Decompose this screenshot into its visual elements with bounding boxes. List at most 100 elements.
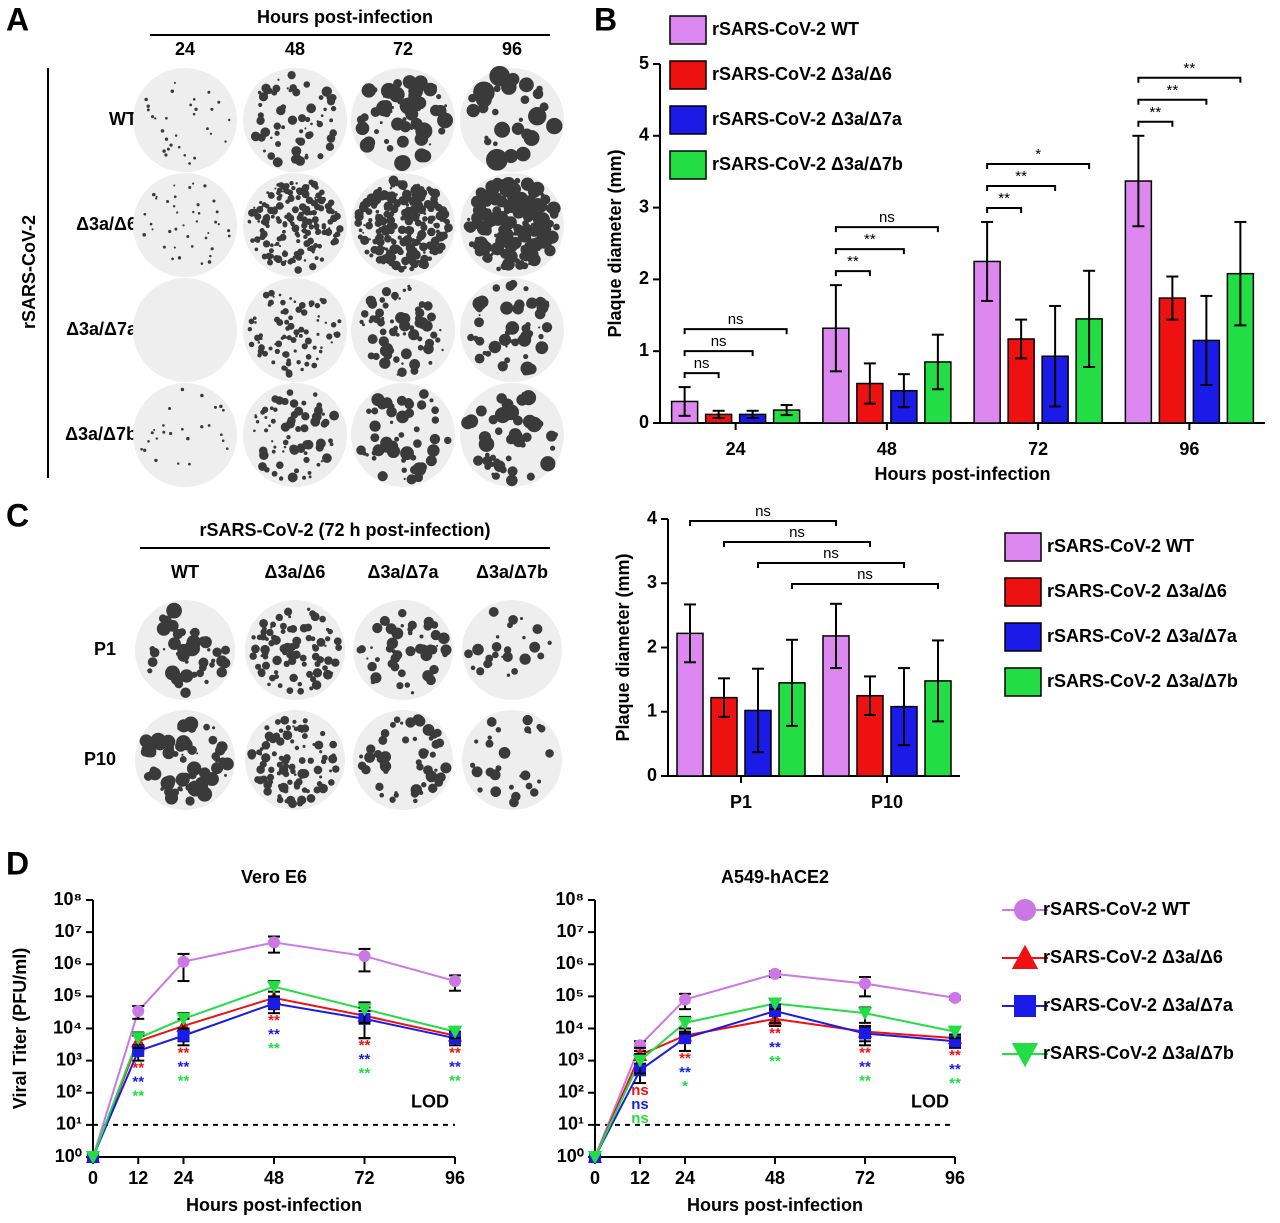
error-bar: [786, 638, 798, 727]
plaque: [285, 758, 289, 762]
marker: [85, 1151, 101, 1165]
plaque: [305, 789, 310, 794]
plaque: [383, 138, 390, 145]
plaque: [488, 607, 499, 617]
plaque: [170, 788, 180, 797]
plaque: [423, 251, 426, 254]
plaque: [325, 142, 335, 151]
plaque: [287, 779, 293, 785]
plaque: [155, 197, 158, 200]
sig-label: **: [847, 253, 859, 270]
plaque: [420, 649, 433, 662]
sig-label: **: [1167, 82, 1179, 99]
plaque: [317, 243, 323, 249]
plaque: [521, 392, 525, 396]
plaque: [359, 754, 364, 759]
plaque: [180, 387, 185, 392]
plaque: [332, 765, 340, 773]
plaque: [391, 238, 395, 242]
plaque: [488, 415, 498, 425]
plaque: [369, 253, 374, 258]
plaque: [412, 736, 418, 742]
plaque: [388, 327, 398, 337]
plaque: [301, 222, 308, 229]
plaque: [492, 214, 504, 226]
plaque: [329, 442, 334, 447]
plaque: [299, 623, 309, 633]
plaque: [271, 440, 274, 443]
x-tick-label: 48: [877, 439, 897, 459]
plaque: [269, 674, 276, 682]
plaque: [311, 680, 322, 690]
sig-bracket: [791, 583, 939, 589]
plaque: [407, 210, 410, 214]
plaque: [385, 211, 390, 216]
plaque: [517, 333, 532, 347]
plaque: [147, 657, 158, 668]
plaque: [321, 754, 328, 761]
plaque: [413, 426, 420, 433]
plaque: [274, 243, 277, 247]
plaque: [291, 768, 294, 771]
plaque: [401, 457, 406, 463]
plaque: [431, 406, 439, 415]
y-tick-label: 10²: [558, 1082, 584, 1102]
plaque: [530, 788, 539, 797]
plaque: [150, 115, 155, 119]
plaque: [256, 776, 265, 785]
plaque: [402, 117, 407, 122]
error-bar: [684, 603, 696, 664]
plaque: [293, 780, 301, 788]
plaque: [283, 189, 287, 193]
plaque: [224, 140, 227, 143]
plaque: [363, 224, 366, 227]
marker: [679, 1032, 691, 1045]
plaque: [401, 467, 407, 473]
plaque: [441, 348, 444, 352]
panel-label: A: [6, 1, 29, 37]
sig-label: **: [1150, 104, 1162, 121]
plaque: [227, 234, 231, 238]
sig-label: **: [178, 1058, 190, 1075]
plaque: [520, 95, 530, 105]
plaque: [292, 725, 295, 728]
plaque: [538, 333, 544, 340]
sig-label: ns: [728, 311, 744, 328]
plaque: [251, 131, 259, 139]
plaque: [468, 94, 477, 103]
plaque: [397, 180, 403, 186]
plaque: [286, 625, 294, 633]
plaque: [520, 770, 531, 781]
plaque: [212, 199, 216, 203]
plaque: [519, 774, 523, 778]
plaque: [276, 461, 284, 469]
plaque: [200, 262, 204, 265]
plaque: [506, 673, 511, 677]
plaque: [277, 783, 283, 789]
plaque: [468, 241, 475, 248]
x-tick-label: 72: [1028, 439, 1048, 459]
plaque: [366, 657, 369, 660]
plaque: [186, 235, 190, 239]
plaque: [162, 746, 175, 760]
plaque: [248, 341, 255, 348]
plaque: [268, 289, 275, 297]
plaque: [185, 784, 192, 791]
plaque: [181, 753, 184, 756]
plaque: [278, 244, 282, 248]
plaque: [256, 239, 260, 243]
plaque: [411, 203, 414, 206]
plaque: [439, 328, 442, 332]
plaque: [281, 125, 286, 130]
plaque: [199, 636, 212, 649]
sig-label: **: [769, 1053, 781, 1070]
plaque: [310, 612, 320, 622]
plaque: [213, 755, 221, 763]
plaque: [177, 256, 182, 260]
plaque: [421, 782, 427, 788]
marker: [947, 1025, 963, 1039]
plaque: [414, 318, 424, 328]
sig-label: ns: [631, 1110, 649, 1127]
plaque: [404, 682, 411, 688]
plaque: [389, 420, 394, 424]
